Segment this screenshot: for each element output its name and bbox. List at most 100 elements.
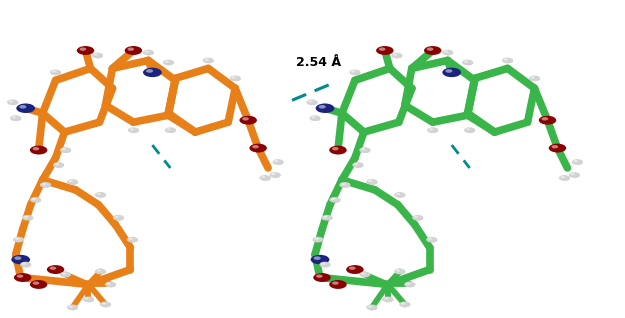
- Circle shape: [309, 115, 321, 121]
- Circle shape: [444, 51, 453, 55]
- Circle shape: [349, 70, 361, 75]
- Circle shape: [396, 193, 400, 195]
- Circle shape: [551, 145, 558, 149]
- Circle shape: [95, 192, 106, 198]
- Circle shape: [15, 238, 24, 243]
- Circle shape: [7, 100, 18, 105]
- Circle shape: [105, 282, 116, 287]
- Circle shape: [404, 282, 416, 287]
- Circle shape: [445, 69, 461, 77]
- Circle shape: [311, 255, 329, 264]
- Circle shape: [96, 270, 106, 274]
- Circle shape: [384, 297, 388, 300]
- Circle shape: [368, 305, 372, 308]
- Circle shape: [313, 273, 331, 282]
- Circle shape: [32, 198, 41, 203]
- Circle shape: [22, 263, 31, 267]
- Circle shape: [368, 180, 372, 182]
- Circle shape: [164, 60, 169, 63]
- Circle shape: [428, 238, 432, 240]
- Circle shape: [102, 302, 106, 305]
- Circle shape: [60, 147, 71, 153]
- Circle shape: [52, 71, 56, 73]
- Circle shape: [11, 255, 30, 264]
- Circle shape: [13, 237, 24, 243]
- Circle shape: [332, 147, 347, 155]
- Circle shape: [331, 198, 336, 200]
- Circle shape: [351, 71, 356, 73]
- Circle shape: [442, 50, 453, 55]
- Circle shape: [429, 128, 433, 130]
- Circle shape: [346, 265, 364, 274]
- Circle shape: [92, 52, 103, 58]
- Circle shape: [464, 60, 473, 65]
- Circle shape: [127, 47, 134, 51]
- Circle shape: [97, 270, 101, 272]
- Circle shape: [32, 147, 48, 155]
- Circle shape: [361, 148, 366, 150]
- Circle shape: [9, 100, 13, 102]
- Circle shape: [323, 216, 328, 218]
- Circle shape: [446, 69, 452, 73]
- Circle shape: [464, 60, 468, 63]
- Circle shape: [127, 237, 138, 243]
- Circle shape: [40, 182, 51, 188]
- Circle shape: [559, 175, 570, 181]
- Circle shape: [394, 192, 406, 198]
- Circle shape: [42, 183, 46, 185]
- Circle shape: [314, 256, 321, 260]
- Circle shape: [321, 215, 332, 221]
- Circle shape: [541, 117, 548, 121]
- Circle shape: [274, 160, 284, 165]
- Circle shape: [259, 175, 271, 181]
- Circle shape: [329, 197, 341, 203]
- Circle shape: [571, 173, 580, 178]
- Circle shape: [113, 215, 124, 221]
- Circle shape: [84, 297, 94, 302]
- Circle shape: [30, 146, 48, 155]
- Circle shape: [42, 183, 51, 188]
- Circle shape: [331, 198, 341, 203]
- Circle shape: [165, 127, 176, 133]
- Circle shape: [79, 47, 94, 55]
- Circle shape: [49, 266, 64, 274]
- Circle shape: [204, 59, 214, 63]
- Circle shape: [14, 273, 31, 282]
- Circle shape: [466, 128, 470, 130]
- Circle shape: [9, 100, 18, 105]
- Circle shape: [242, 117, 249, 121]
- Circle shape: [16, 274, 31, 282]
- Circle shape: [146, 69, 162, 77]
- Circle shape: [30, 197, 41, 203]
- Circle shape: [352, 162, 364, 168]
- Circle shape: [361, 273, 371, 277]
- Circle shape: [316, 274, 331, 282]
- Circle shape: [574, 160, 578, 162]
- Circle shape: [97, 193, 101, 195]
- Circle shape: [229, 75, 241, 81]
- Circle shape: [442, 68, 461, 77]
- Circle shape: [316, 103, 334, 113]
- Circle shape: [406, 282, 410, 285]
- Circle shape: [143, 68, 162, 77]
- Circle shape: [62, 148, 66, 150]
- Circle shape: [62, 148, 71, 153]
- Circle shape: [239, 116, 257, 125]
- Circle shape: [541, 117, 556, 125]
- Circle shape: [83, 296, 94, 302]
- Circle shape: [14, 256, 21, 260]
- Circle shape: [129, 238, 138, 243]
- Circle shape: [531, 76, 535, 79]
- Circle shape: [502, 58, 513, 63]
- Circle shape: [444, 51, 448, 53]
- Circle shape: [504, 59, 513, 63]
- Circle shape: [384, 297, 394, 302]
- Circle shape: [319, 262, 331, 267]
- Circle shape: [396, 270, 406, 274]
- Circle shape: [368, 180, 378, 185]
- Circle shape: [354, 163, 358, 165]
- Circle shape: [321, 263, 326, 265]
- Circle shape: [359, 147, 371, 153]
- Circle shape: [427, 47, 441, 55]
- Circle shape: [391, 52, 402, 58]
